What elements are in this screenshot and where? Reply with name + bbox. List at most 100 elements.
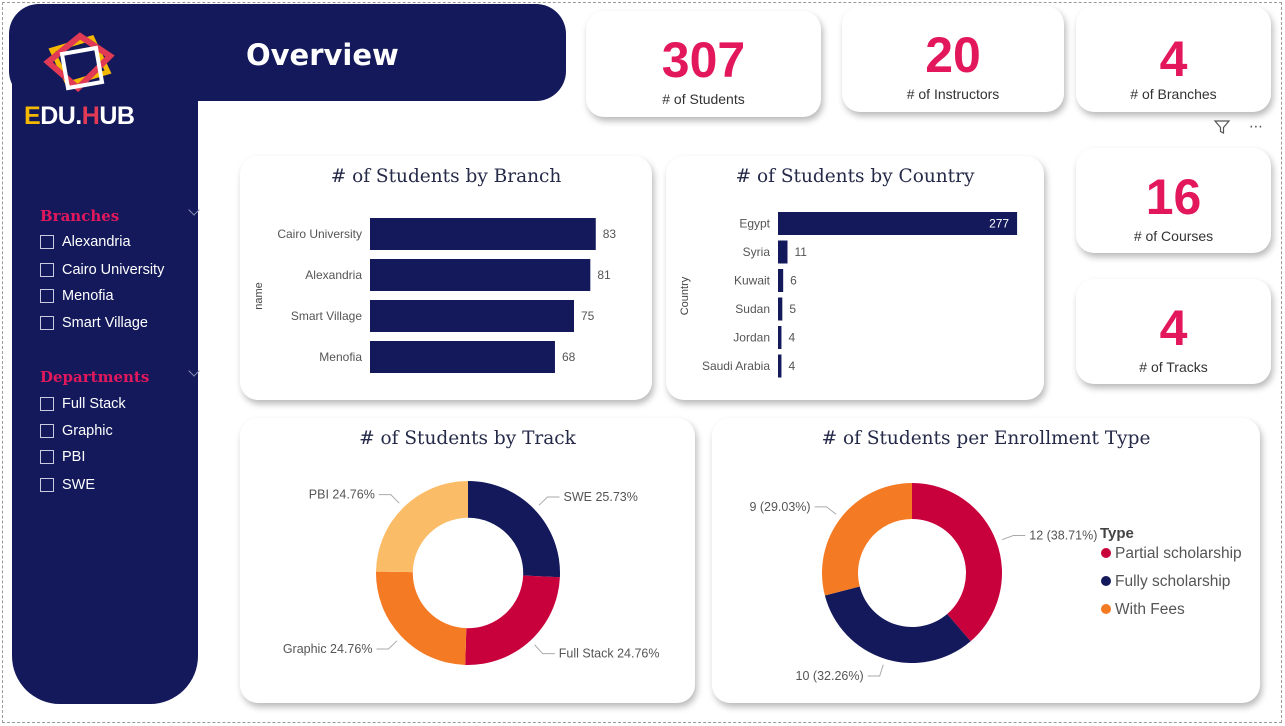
checkbox[interactable] [40, 397, 54, 411]
bar [778, 240, 788, 264]
checkbox[interactable] [40, 450, 54, 464]
country-bar-chart: Country Egypt 277 Syria 11 Kuwait 6 Sudan 5 Jorda… [679, 212, 1018, 378]
legend-entry: With Fees [1115, 601, 1185, 618]
bar [778, 269, 784, 292]
leader-line [376, 640, 398, 650]
bar [778, 326, 782, 349]
data-label: 10 (32.26%) [796, 669, 864, 683]
bar [370, 300, 574, 332]
data-label: 68 [562, 350, 576, 364]
kpi-card-courses[interactable]: 16 # of Courses [1076, 148, 1271, 253]
slicer-title-departments: Departments [40, 368, 150, 386]
tick-label: Cairo University [277, 227, 362, 241]
checkbox[interactable] [40, 289, 54, 303]
slicer-item-full-stack[interactable]: Full Stack [40, 395, 126, 413]
checkbox[interactable] [40, 235, 54, 249]
checkbox[interactable] [40, 263, 54, 277]
tick-label: Alexandria [305, 268, 362, 282]
data-label: Full Stack 24.76% [559, 647, 660, 661]
kpi-value: 4 [1159, 300, 1188, 356]
tick-label: Kuwait [734, 274, 771, 288]
chart-title: # of Students by Branch [330, 166, 562, 187]
kpi-label: # of Courses [1133, 228, 1214, 244]
tick-label: Saudi Arabia [702, 359, 770, 373]
leader-line [814, 506, 837, 515]
slicer-item-alexandria[interactable]: Alexandria [40, 233, 131, 251]
legend-entry: Partial scholarship [1115, 545, 1242, 562]
slicer-item-smart-village[interactable]: Smart Village [40, 314, 148, 332]
pie-slice [912, 483, 1002, 642]
data-label: 81 [597, 268, 611, 282]
enrollment-donut-chart: 12 (38.71%) 10 (32.26%) 9 (29.03%) Type Part… [749, 483, 1242, 683]
slicer-item-menofia[interactable]: Menofia [40, 287, 114, 305]
slicer-item-pbi[interactable]: PBI [40, 448, 85, 466]
kpi-label: # of Tracks [1139, 359, 1208, 375]
data-label: 277 [989, 217, 1009, 231]
bar [778, 297, 783, 321]
data-label: PBI 24.76% [309, 488, 375, 502]
visual-toolbar: ⋯ [1208, 115, 1270, 139]
pie-slice [824, 586, 971, 664]
track-donut-chart: SWE 25.73% Full Stack 24.76% Graphic 24.76… [283, 481, 660, 665]
pie-slice [468, 481, 560, 578]
tick-label: Menofia [319, 350, 362, 364]
slicer-item-swe[interactable]: SWE [40, 476, 95, 494]
pie-slice [376, 481, 468, 573]
kpi-card-students[interactable]: 307 # of Students [586, 11, 821, 117]
kpi-value: 307 [661, 32, 746, 88]
kpi-card-tracks[interactable]: 4 # of Tracks [1076, 279, 1271, 384]
pie-slice [822, 483, 912, 596]
legend-marker [1101, 576, 1111, 586]
y-axis-label: Country [679, 276, 691, 315]
data-label: 75 [581, 309, 595, 323]
logo-wordmark: EDU.HUB [24, 102, 135, 130]
legend-title: Type [1100, 525, 1134, 542]
slicer-item-graphic[interactable]: Graphic [40, 422, 113, 440]
y-axis-label: name [253, 282, 265, 310]
tick-label: Egypt [739, 217, 770, 231]
data-label: 4 [788, 359, 795, 373]
tick-label: Smart Village [291, 309, 362, 323]
chart-card-track[interactable]: # of Students by Track SWE 25.73% Full St… [240, 418, 695, 703]
data-label: 12 (38.71%) [1029, 528, 1097, 542]
data-label: 6 [790, 274, 797, 288]
legend-marker [1101, 548, 1111, 558]
data-label: 5 [789, 302, 796, 316]
chart-card-branch[interactable]: # of Students by Branch name Cairo Univer… [240, 156, 652, 400]
leader-line [534, 644, 555, 655]
checkbox[interactable] [40, 316, 54, 330]
bar [370, 218, 596, 250]
data-label: 83 [603, 227, 617, 241]
kpi-label: # of Students [662, 91, 745, 107]
sidebar-panel [12, 26, 198, 704]
legend-entry: Fully scholarship [1115, 573, 1230, 590]
kpi-card-branches[interactable]: 4 # of Branches [1076, 6, 1271, 112]
kpi-label: # of Branches [1130, 86, 1217, 102]
leader-line [1001, 534, 1026, 541]
more-options-icon[interactable]: ⋯ [1249, 119, 1263, 135]
data-label: SWE 25.73% [564, 490, 638, 504]
chart-title: # of Students by Country [735, 166, 975, 187]
kpi-value: 4 [1159, 31, 1188, 87]
leader-line [378, 494, 400, 504]
data-label: 11 [794, 245, 807, 259]
checkbox[interactable] [40, 424, 54, 438]
chart-title: # of Students by Track [359, 428, 576, 449]
checkbox[interactable] [40, 478, 54, 492]
tick-label: Jordan [733, 331, 770, 345]
tick-label: Sudan [735, 302, 770, 316]
data-label: Graphic 24.76% [283, 642, 373, 656]
chart-title: # of Students per Enrollment Type [821, 428, 1151, 449]
slicer-item-cairo-university[interactable]: Cairo University [40, 261, 164, 279]
kpi-card-instructors[interactable]: 20 # of Instructors [842, 6, 1064, 112]
tick-label: Syria [743, 245, 771, 259]
kpi-label: # of Instructors [906, 86, 1000, 102]
chart-card-enrollment[interactable]: # of Students per Enrollment Type 12 (38… [712, 418, 1260, 703]
slicer-title-branches: Branches [40, 207, 120, 225]
bar [778, 354, 782, 378]
filter-icon[interactable] [1208, 115, 1236, 139]
chart-card-country[interactable]: # of Students by Country Country Egypt 277… [666, 156, 1044, 400]
leader-line [538, 496, 560, 506]
data-label: 9 (29.03%) [749, 500, 810, 514]
